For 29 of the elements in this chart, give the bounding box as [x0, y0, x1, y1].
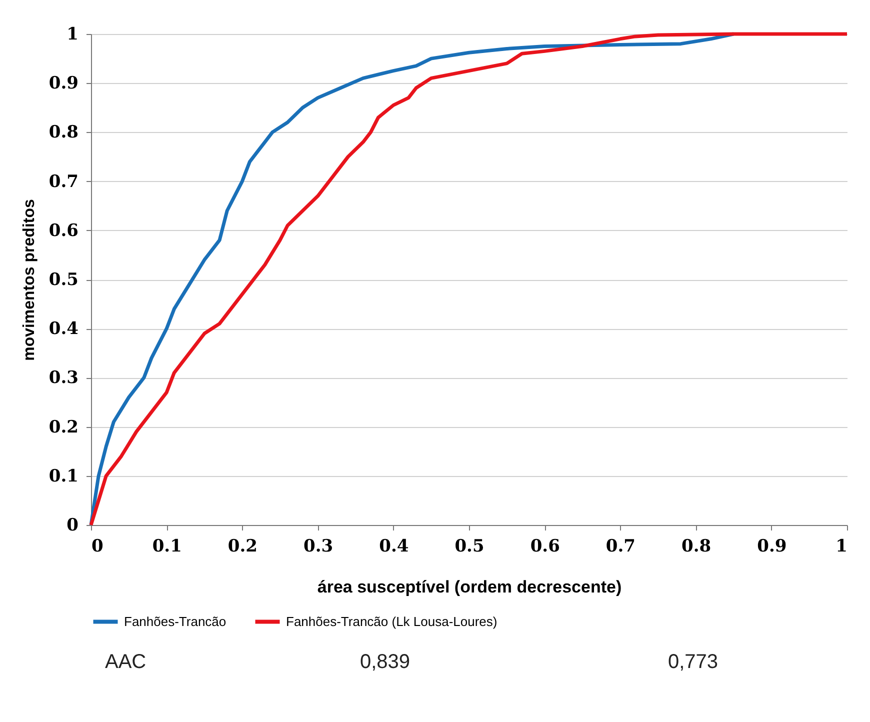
y-tick-label: 0.1	[48, 466, 78, 486]
y-tick-label: 0.2	[48, 417, 78, 438]
y-tick-label: 0.5	[48, 270, 78, 290]
legend-label: Fanhões-Trancão (Lk Lousa-Loures)	[286, 614, 498, 629]
x-tick-label: 0.5	[454, 536, 484, 556]
x-axis-title: área susceptível (ordem decrescente)	[317, 578, 622, 596]
y-tick-label: 0.7	[48, 172, 78, 192]
y-tick-label: 0.6	[48, 220, 78, 241]
y-tick-label: 0.9	[48, 74, 78, 94]
x-tick-label: 0.1	[152, 536, 182, 556]
y-axis-title: movimentos preditos	[20, 199, 38, 361]
x-tick-label: 0	[92, 536, 104, 556]
x-tick-label: 0.7	[606, 536, 636, 556]
y-tick-label: 0.3	[48, 368, 78, 388]
text: AAC	[105, 651, 146, 674]
x-tick-label: 0.8	[682, 536, 712, 556]
text: 0,839	[360, 651, 410, 674]
legend-label: Fanhões-Trancão	[124, 614, 226, 629]
x-tick-label: 0.2	[228, 536, 258, 556]
x-tick-label: 0.6	[530, 536, 560, 556]
y-tick-label: 0.8	[48, 122, 78, 143]
text: 0,773	[668, 651, 718, 674]
y-tick-label: 0	[66, 516, 79, 536]
x-tick-label: 0.3	[304, 536, 334, 556]
x-tick-label: 0.4	[379, 536, 409, 556]
x-tick-label: 0.9	[757, 536, 787, 556]
y-tick-label: 0.4	[48, 319, 79, 340]
x-tick-label: 1	[836, 536, 848, 556]
y-tick-label: 1	[66, 24, 78, 44]
